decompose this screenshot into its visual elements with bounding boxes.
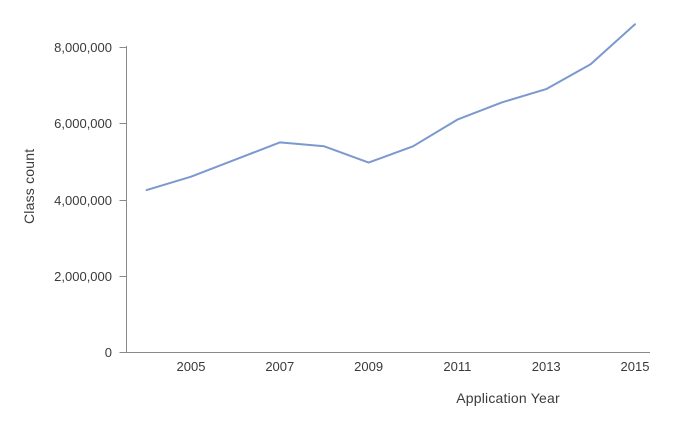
y-axis-title: Class count [21, 148, 37, 224]
x-tick-label: 2011 [443, 359, 471, 374]
x-tick-label: 2007 [265, 359, 294, 374]
x-tick-label: 2013 [532, 359, 561, 374]
x-axis-title: Application Year [456, 390, 560, 406]
y-tick-label: 8,000,000 [54, 40, 112, 55]
series-line [145, 23, 636, 192]
y-tick-label: 0 [105, 345, 112, 360]
x-tick-label: 2005 [177, 359, 206, 374]
axis-line [126, 46, 650, 353]
x-tick-label: 2015 [621, 359, 650, 374]
x-tick-label: 2009 [354, 359, 383, 374]
y-tick-label: 2,000,000 [54, 269, 112, 284]
y-tick-label: 6,000,000 [54, 116, 112, 131]
y-tick-label: 4,000,000 [54, 193, 112, 208]
